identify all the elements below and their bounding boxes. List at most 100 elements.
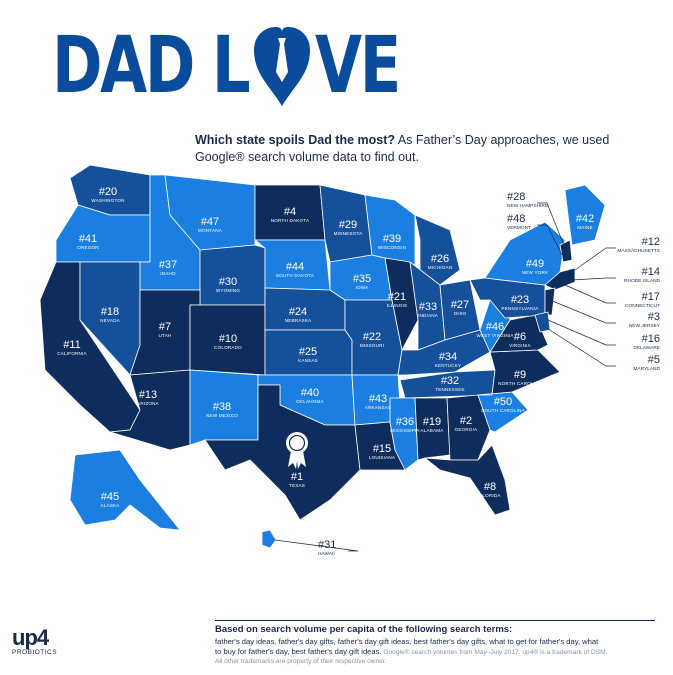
state-name-label: NORTH CAROLINA	[498, 381, 543, 386]
state-rank-label: #7	[159, 321, 171, 333]
state-rank-label: #44	[286, 261, 304, 273]
state-rank-label: #45	[101, 491, 119, 503]
up4-logo: up4 PROBIOTICS	[12, 625, 58, 657]
state-name-label: NEW YORK	[522, 270, 549, 275]
state-rank-label: #4	[284, 206, 296, 218]
state-name-label: ARKANSAS	[365, 405, 392, 410]
callout-rank-label: #16	[642, 333, 660, 345]
state-name-label: ILLINOIS	[387, 303, 408, 308]
state-name-label: GEORGIA	[455, 427, 479, 432]
state-name-label: SOUTH DAKOTA	[276, 273, 315, 278]
state-rank-label: #11	[63, 339, 81, 351]
state-name-label: ALABAMA	[420, 428, 444, 433]
state-rank-label: #37	[159, 259, 177, 271]
state-rank-label: #1	[291, 471, 303, 483]
state-name-label: IDAHO	[160, 271, 176, 276]
state-illinois	[384, 257, 419, 351]
state-rank-label: #29	[339, 219, 357, 231]
state-name-label: IOWA	[356, 285, 370, 290]
state-name-label: UTAH	[159, 333, 172, 338]
state-small-northeast	[544, 287, 556, 316]
state-name-label: WISCONSIN	[378, 245, 406, 250]
state-name-label: ARIZONA	[137, 401, 160, 406]
state-rank-label: #22	[363, 331, 381, 343]
callout-leader-line	[574, 247, 616, 271]
state-name-label: WEST VIRGINIA	[476, 333, 514, 338]
state-name-label: LOUISIANA	[369, 455, 396, 460]
callout-leader-line	[549, 299, 616, 324]
state-name-label: INDIANA	[418, 313, 439, 318]
state-rank-label: #32	[441, 375, 459, 387]
state-name-label: MONTANA	[198, 228, 223, 233]
callout-state-label: DELAWARE	[633, 345, 660, 351]
state-name-label: KANSAS	[298, 358, 318, 363]
state-hawaii	[261, 529, 277, 549]
callout-leader-line	[537, 224, 563, 256]
callout-state-label: NEW JERSEY	[629, 323, 661, 329]
state-name-label: WYOMING	[216, 288, 241, 293]
state-name-label: SOUTH CAROLINA	[481, 408, 525, 413]
callout-rank-label: #48	[507, 213, 525, 225]
state-name-label: CALIFORNIA	[57, 351, 87, 356]
state-rank-label: #20	[99, 186, 117, 198]
state-rank-label: #30	[219, 276, 237, 288]
callout-leader-line	[541, 324, 616, 367]
state-rank-label: #50	[494, 396, 512, 408]
state-rank-label: #18	[101, 306, 119, 318]
award-ribbon-icon	[286, 432, 308, 469]
state-name-label: MAINE	[577, 225, 593, 230]
state-name-label: MISSOURI	[360, 343, 384, 348]
callout-leader-line	[547, 319, 616, 346]
state-rank-label: #19	[423, 416, 441, 428]
state-name-label: NEW MEXICO	[206, 413, 238, 418]
state-name-label: TENNESSEE	[435, 387, 465, 392]
state-rank-label: #9	[514, 369, 526, 381]
state-name-label: NORTH DAKOTA	[271, 218, 310, 223]
callout-state-label: HAWAII	[318, 551, 335, 557]
callout-rank-label: #3	[648, 311, 660, 323]
state-rank-label: #36	[396, 416, 414, 428]
state-rank-label: #39	[383, 233, 401, 245]
callout-leader-line	[537, 202, 566, 249]
state-name-label: KENTUCKY	[435, 363, 462, 368]
state-name-label: MICHIGAN	[428, 265, 453, 270]
state-rank-label: #47	[201, 216, 219, 228]
state-rank-label: #49	[526, 258, 544, 270]
state-rank-label: #25	[299, 346, 317, 358]
state-rank-label: #38	[213, 401, 231, 413]
state-name-label: MINNESOTA	[334, 231, 364, 236]
callout-state-label: MASSACHUSETTS	[617, 248, 660, 254]
title-dad-l: DAD L	[52, 21, 251, 111]
state-rank-label: #43	[369, 393, 387, 405]
title-ve: VE	[315, 21, 401, 111]
state-name-label: OREGON	[77, 245, 99, 250]
state-rank-label: #46	[486, 321, 504, 333]
state-name-label: OHIO	[454, 311, 467, 316]
state-rank-label: #21	[388, 291, 406, 303]
state-name-label: NEVADA	[100, 318, 120, 323]
state-florida	[424, 444, 511, 516]
state-rank-label: #42	[576, 213, 594, 225]
state-rank-label: #24	[289, 306, 307, 318]
state-wisconsin	[364, 194, 416, 266]
state-small-northeast	[559, 239, 573, 263]
intro-text: Which state spoils Dad the most? As Fath…	[195, 133, 610, 164]
state-alaska	[69, 449, 181, 531]
callout-rank-label: #28	[507, 191, 525, 203]
callout-state-label: MARYLAND	[633, 366, 660, 372]
state-rank-label: #35	[353, 273, 371, 285]
state-rank-label: #15	[373, 443, 391, 455]
callout-leader-line	[564, 284, 616, 304]
state-name-label: WASHINGTON	[91, 198, 124, 203]
state-rank-label: #27	[451, 299, 469, 311]
state-name-label: ALASKA	[100, 503, 120, 508]
state-rank-label: #33	[419, 301, 437, 313]
callout-rank-label: #5	[648, 354, 660, 366]
state-rank-label: #34	[439, 351, 457, 363]
state-name-label: PENNSYLVANIA	[502, 306, 540, 311]
callout-state-label: RHODE ISLAND	[624, 278, 661, 284]
state-name-label: MISSISSIPPI	[390, 428, 420, 433]
state-name-label: TEXAS	[289, 483, 305, 488]
callout-rank-label: #12	[642, 236, 660, 248]
